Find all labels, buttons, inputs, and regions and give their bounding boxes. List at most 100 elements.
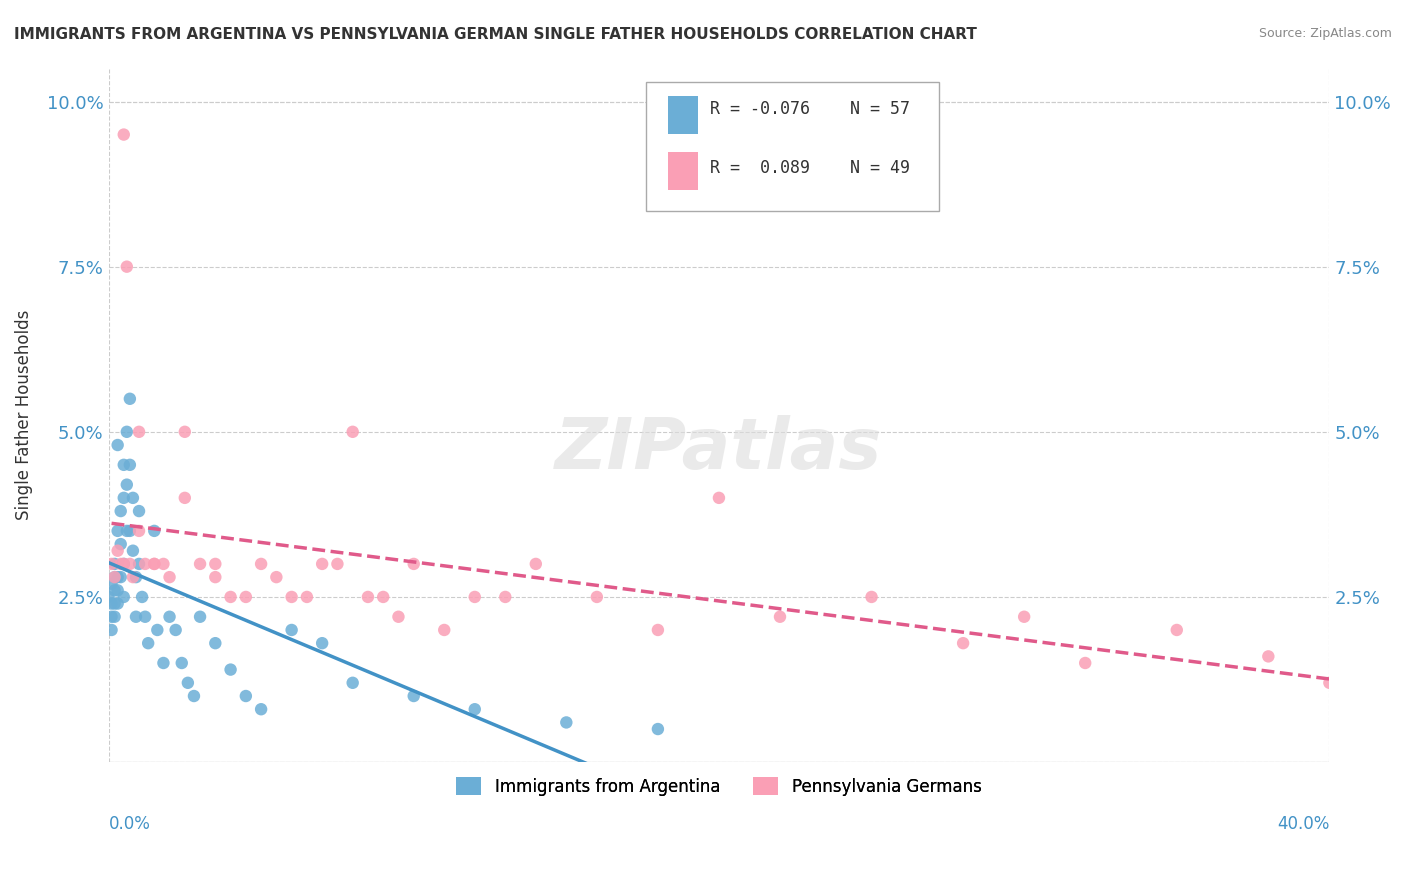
FancyBboxPatch shape bbox=[668, 96, 699, 135]
Point bbox=[326, 557, 349, 571]
Point bbox=[104, 570, 127, 584]
Point bbox=[1012, 609, 1035, 624]
Point bbox=[204, 570, 226, 584]
Point bbox=[204, 636, 226, 650]
Text: Source: ZipAtlas.com: Source: ZipAtlas.com bbox=[1258, 27, 1392, 40]
Legend: Immigrants from Argentina, Pennsylvania Germans: Immigrants from Argentina, Pennsylvania … bbox=[450, 771, 988, 802]
Point bbox=[125, 609, 148, 624]
Point bbox=[115, 260, 138, 274]
Point bbox=[159, 570, 181, 584]
Point bbox=[104, 583, 127, 598]
Point bbox=[402, 689, 425, 703]
Point bbox=[118, 557, 141, 571]
Point bbox=[131, 590, 153, 604]
Point bbox=[159, 609, 181, 624]
Point bbox=[402, 557, 425, 571]
Point bbox=[860, 590, 883, 604]
Point bbox=[112, 557, 135, 571]
Point bbox=[128, 504, 150, 518]
Point bbox=[128, 524, 150, 538]
Point bbox=[110, 570, 132, 584]
Point bbox=[125, 570, 148, 584]
Point bbox=[266, 570, 288, 584]
Point bbox=[110, 557, 132, 571]
Point bbox=[235, 590, 257, 604]
Point bbox=[183, 689, 205, 703]
Point bbox=[107, 438, 129, 452]
Point bbox=[173, 491, 195, 505]
Point bbox=[204, 557, 226, 571]
Point bbox=[173, 425, 195, 439]
Point bbox=[100, 576, 122, 591]
Point bbox=[100, 609, 122, 624]
Point bbox=[1257, 649, 1279, 664]
Point bbox=[555, 715, 578, 730]
Point bbox=[311, 636, 333, 650]
Point bbox=[104, 557, 127, 571]
Point bbox=[152, 656, 174, 670]
Point bbox=[110, 504, 132, 518]
Point bbox=[122, 543, 145, 558]
Point bbox=[112, 458, 135, 472]
Point bbox=[100, 557, 122, 571]
Point bbox=[357, 590, 380, 604]
Point bbox=[115, 425, 138, 439]
Point bbox=[1166, 623, 1188, 637]
Point bbox=[110, 537, 132, 551]
Point bbox=[1074, 656, 1097, 670]
Point bbox=[165, 623, 187, 637]
Text: 0.0%: 0.0% bbox=[108, 815, 150, 833]
Point bbox=[494, 590, 516, 604]
Point bbox=[647, 722, 669, 736]
Point bbox=[104, 570, 127, 584]
Point bbox=[107, 583, 129, 598]
Point bbox=[97, 590, 120, 604]
Point bbox=[219, 590, 242, 604]
Point bbox=[342, 425, 364, 439]
FancyBboxPatch shape bbox=[668, 152, 699, 190]
Point bbox=[146, 623, 169, 637]
Point bbox=[280, 590, 302, 604]
Point bbox=[280, 623, 302, 637]
Point bbox=[134, 557, 156, 571]
Point bbox=[115, 477, 138, 491]
Point bbox=[647, 623, 669, 637]
Point bbox=[188, 609, 211, 624]
Point bbox=[387, 609, 409, 624]
FancyBboxPatch shape bbox=[645, 82, 939, 211]
Point bbox=[707, 491, 730, 505]
Text: R =  0.089    N = 49: R = 0.089 N = 49 bbox=[710, 159, 911, 177]
Text: 40.0%: 40.0% bbox=[1277, 815, 1330, 833]
Text: R = -0.076    N = 57: R = -0.076 N = 57 bbox=[710, 100, 911, 118]
Point bbox=[107, 524, 129, 538]
Point bbox=[118, 524, 141, 538]
Point bbox=[134, 609, 156, 624]
Point bbox=[250, 557, 273, 571]
Point bbox=[100, 597, 122, 611]
Point bbox=[235, 689, 257, 703]
Point bbox=[128, 425, 150, 439]
Text: IMMIGRANTS FROM ARGENTINA VS PENNSYLVANIA GERMAN SINGLE FATHER HOUSEHOLDS CORREL: IMMIGRANTS FROM ARGENTINA VS PENNSYLVANI… bbox=[14, 27, 977, 42]
Point bbox=[112, 590, 135, 604]
Point bbox=[107, 597, 129, 611]
Point bbox=[342, 675, 364, 690]
Point bbox=[250, 702, 273, 716]
Point bbox=[177, 675, 200, 690]
Point bbox=[170, 656, 193, 670]
Point bbox=[118, 392, 141, 406]
Point bbox=[107, 543, 129, 558]
Point bbox=[104, 609, 127, 624]
Point bbox=[136, 636, 159, 650]
Point bbox=[188, 557, 211, 571]
Point bbox=[100, 623, 122, 637]
Point bbox=[104, 597, 127, 611]
Point bbox=[586, 590, 609, 604]
Point bbox=[433, 623, 456, 637]
Point bbox=[112, 491, 135, 505]
Point bbox=[1319, 675, 1341, 690]
Y-axis label: Single Father Households: Single Father Households bbox=[15, 310, 32, 521]
Point bbox=[143, 557, 166, 571]
Point bbox=[769, 609, 792, 624]
Point bbox=[122, 491, 145, 505]
Point bbox=[152, 557, 174, 571]
